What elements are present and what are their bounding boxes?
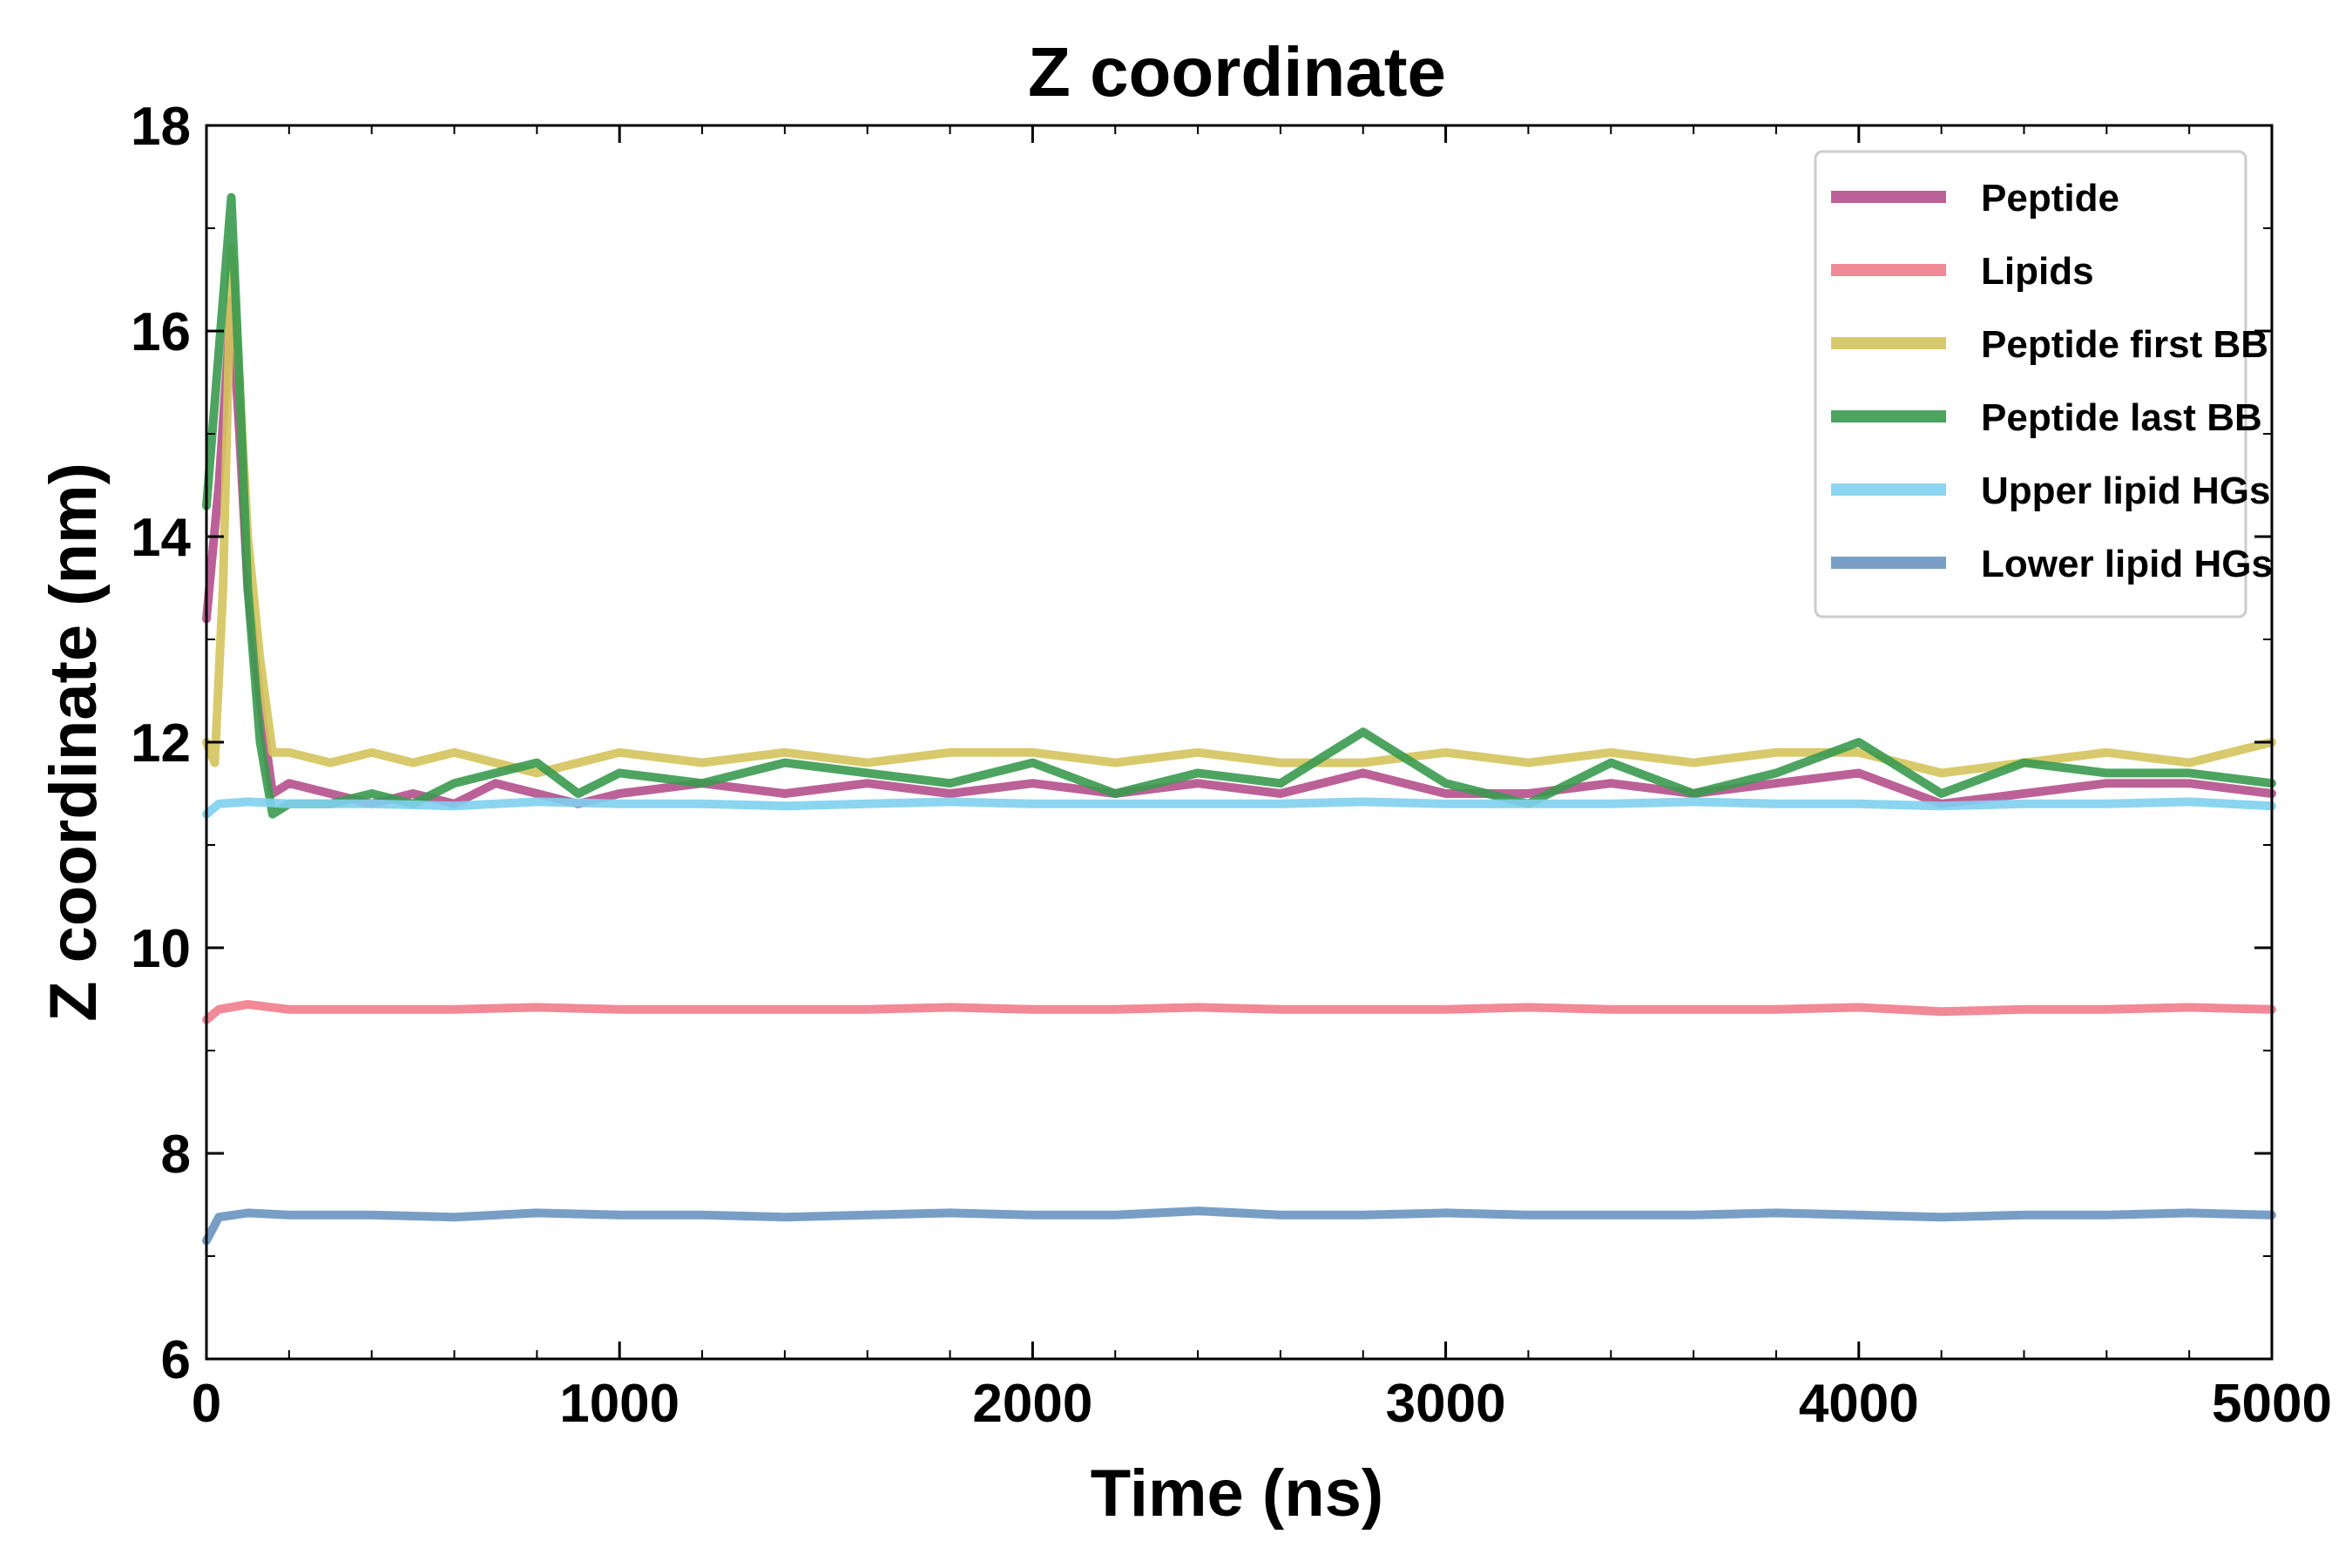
x-tick-label: 2000 — [972, 1374, 1092, 1434]
series-line-6 — [202, 1206, 2276, 1246]
x-tick-label: 5000 — [2212, 1374, 2332, 1434]
legend-label: Lipids — [1981, 250, 2094, 293]
legend-label: Peptide — [1981, 177, 2119, 220]
y-tick-label: 14 — [131, 508, 191, 568]
series-line-5 — [202, 797, 2276, 819]
y-tick-label: 16 — [131, 302, 191, 362]
chart-title: Z coordinate — [1028, 33, 1446, 111]
y-tick-label: 6 — [161, 1330, 191, 1390]
x-tick-label: 4000 — [1799, 1374, 1919, 1434]
y-tick-label: 12 — [131, 713, 191, 774]
x-tick-label: 0 — [192, 1374, 221, 1434]
plot-area: 0 1000 2000 3000 4000 5000 6 8 10 12 14 16 18 — [131, 97, 2332, 1434]
y-tick-label: 8 — [161, 1125, 191, 1185]
legend-label: Lower lipid HGs — [1981, 543, 2273, 585]
legend-label: Peptide first BB — [1981, 323, 2268, 366]
x-tick-label: 1000 — [559, 1374, 679, 1434]
legend-label: Peptide last BB — [1981, 396, 2262, 439]
legend-label: Upper lipid HGs — [1981, 470, 2270, 512]
series-line-3 — [202, 244, 2276, 778]
y-tick-label: 10 — [131, 919, 191, 979]
y-tick-label: 18 — [131, 97, 191, 157]
series-line-2 — [202, 999, 2276, 1024]
legend: Peptide Lipids Peptide first BB Peptide las… — [1814, 150, 2273, 618]
x-axis-label: Time (ns) — [1091, 1456, 1383, 1531]
y-axis-label: Z coordinate (nm) — [37, 463, 111, 1022]
x-tick-label: 3000 — [1386, 1374, 1506, 1434]
